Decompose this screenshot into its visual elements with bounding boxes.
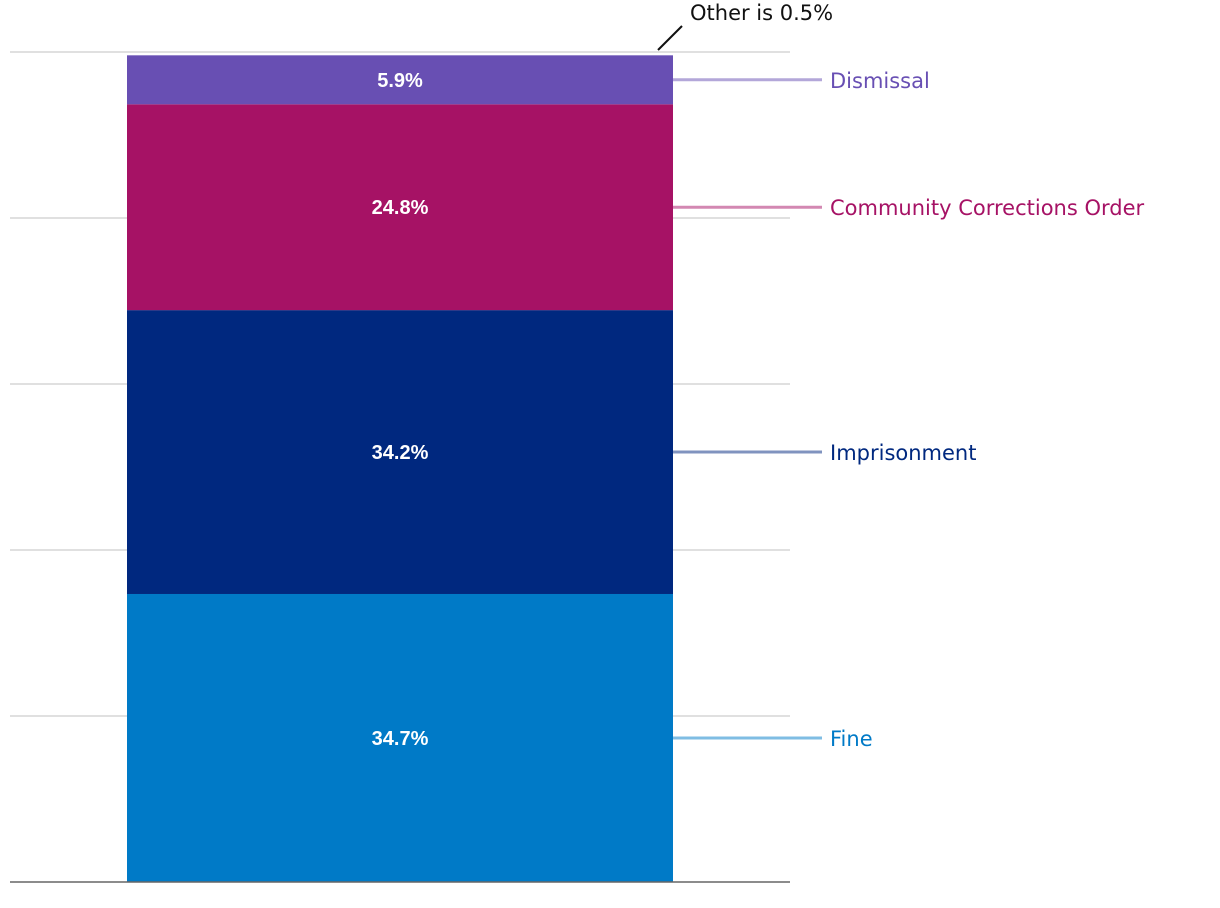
data-label-community-corrections-order: 24.8% [372,197,429,219]
annotation-other: Other is 0.5% [690,1,833,25]
bar-segment-imprisonment [127,310,673,594]
data-label-dismissal: 5.9% [377,70,423,92]
bar-segment-fine [127,593,673,882]
data-label-fine: 34.7% [372,728,429,750]
legend-label-imprisonment: Imprisonment [830,441,976,465]
legend-label-fine: Fine [830,727,873,751]
legend-label-community-corrections-order: Community Corrections Order [830,196,1145,220]
bar-segment-dismissal [127,55,673,105]
data-label-imprisonment: 34.2% [372,442,429,464]
legend-label-dismissal: Dismissal [830,69,930,93]
bar-segment-community-corrections-order [127,104,673,311]
annotation-pointer [657,25,683,51]
